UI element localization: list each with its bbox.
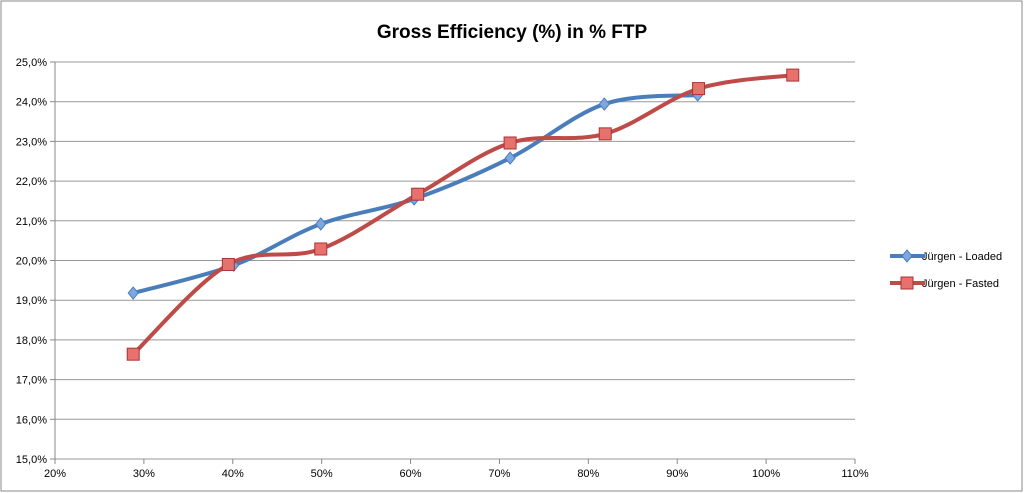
y-tick-label: 19,0%	[16, 295, 47, 307]
y-tick-label: 22,0%	[16, 176, 47, 188]
y-tick-label: 16,0%	[16, 414, 47, 426]
x-tick-label: 80%	[577, 468, 599, 480]
legend-marker	[901, 249, 913, 263]
data-point	[503, 136, 517, 150]
data-point	[314, 242, 328, 256]
y-tick-label: 21,0%	[16, 216, 47, 228]
data-point	[126, 347, 140, 361]
y-tick-label: 23,0%	[16, 136, 47, 148]
y-tick-label: 18,0%	[16, 335, 47, 347]
data-point	[315, 217, 327, 231]
chart-title: Gross Efficiency (%) in % FTP	[377, 22, 648, 43]
x-tick-label: 50%	[311, 468, 333, 480]
legend-label: Jürgen - Loaded	[922, 251, 1002, 263]
data-point	[786, 68, 800, 82]
y-tick-label: 15,0%	[16, 454, 47, 466]
y-tick-label: 20,0%	[16, 256, 47, 268]
x-tick-label: 20%	[44, 468, 66, 480]
legend-label: Jürgen - Fasted	[922, 278, 999, 290]
y-tick-label: 24,0%	[16, 97, 47, 109]
x-tick-label: 40%	[222, 468, 244, 480]
x-tick-label: 100%	[752, 468, 780, 480]
y-tick-label: 17,0%	[16, 375, 47, 387]
data-point	[221, 257, 235, 271]
x-tick-label: 70%	[488, 468, 510, 480]
data-point	[598, 127, 612, 141]
x-tick-label: 110%	[841, 468, 869, 480]
x-tick-label: 60%	[400, 468, 422, 480]
data-point	[692, 82, 706, 96]
series-fasted	[126, 68, 800, 361]
legend-marker	[900, 276, 914, 290]
data-point	[504, 151, 516, 165]
x-tick-label: 90%	[666, 468, 688, 480]
x-tick-label: 30%	[133, 468, 155, 480]
data-point	[127, 286, 139, 300]
y-tick-label: 25,0%	[16, 57, 47, 69]
data-point	[598, 97, 610, 111]
data-point	[411, 187, 425, 201]
